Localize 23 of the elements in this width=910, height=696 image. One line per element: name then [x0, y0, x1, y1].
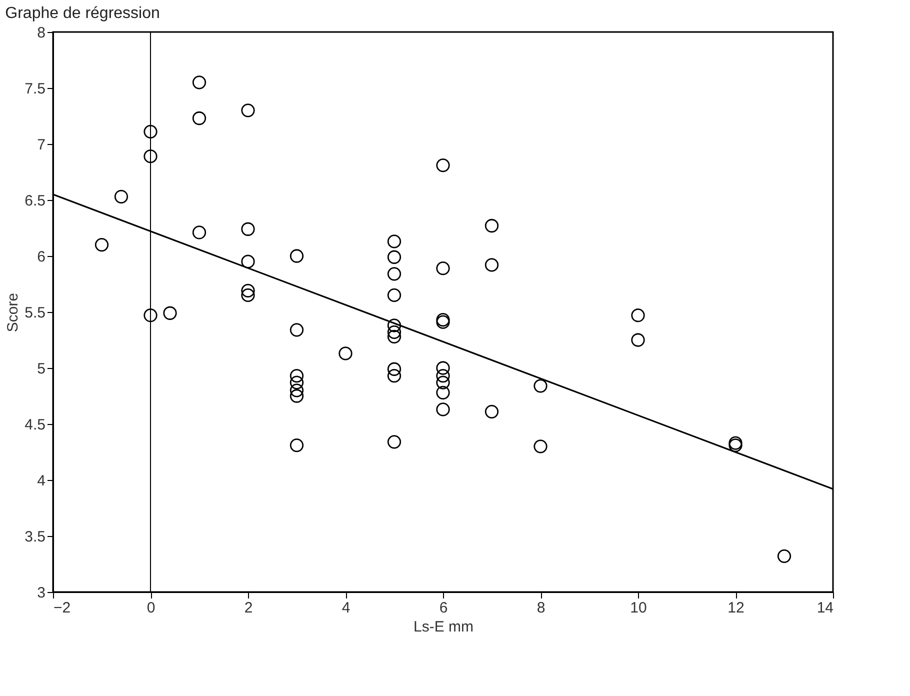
x-tick-label: 2 — [244, 600, 253, 616]
y-tick-label: 6 — [37, 248, 46, 266]
y-tick-label: 7 — [37, 136, 46, 154]
y-tick-label: 3.5 — [24, 528, 46, 546]
y-axis-title: Score — [4, 292, 22, 332]
x-tick-label: 6 — [439, 600, 448, 616]
y-tick-label: 8 — [37, 24, 46, 42]
x-tick-label: 4 — [342, 600, 350, 616]
y-tick-label: 5.5 — [24, 304, 46, 322]
x-tick-label: 8 — [536, 600, 546, 616]
y-tick-label: 6.5 — [24, 192, 46, 210]
y-tick-label: 5 — [37, 360, 46, 378]
x-tick-label: 10 — [630, 600, 647, 616]
x-tick-label: 12 — [728, 600, 744, 616]
x-tick-label: 14 — [816, 600, 834, 616]
y-tick-label: 7.5 — [24, 80, 46, 98]
chart-title: Graphe de régression — [5, 5, 160, 22]
x-tick-label: −2 — [54, 600, 71, 616]
x-tick-label: 0 — [146, 600, 156, 616]
y-tick-label: 4 — [37, 472, 46, 490]
x-axis-title: Ls-E mm — [414, 618, 474, 636]
y-tick-label: 4.5 — [24, 416, 46, 434]
y-tick-label: 3 — [37, 584, 46, 602]
